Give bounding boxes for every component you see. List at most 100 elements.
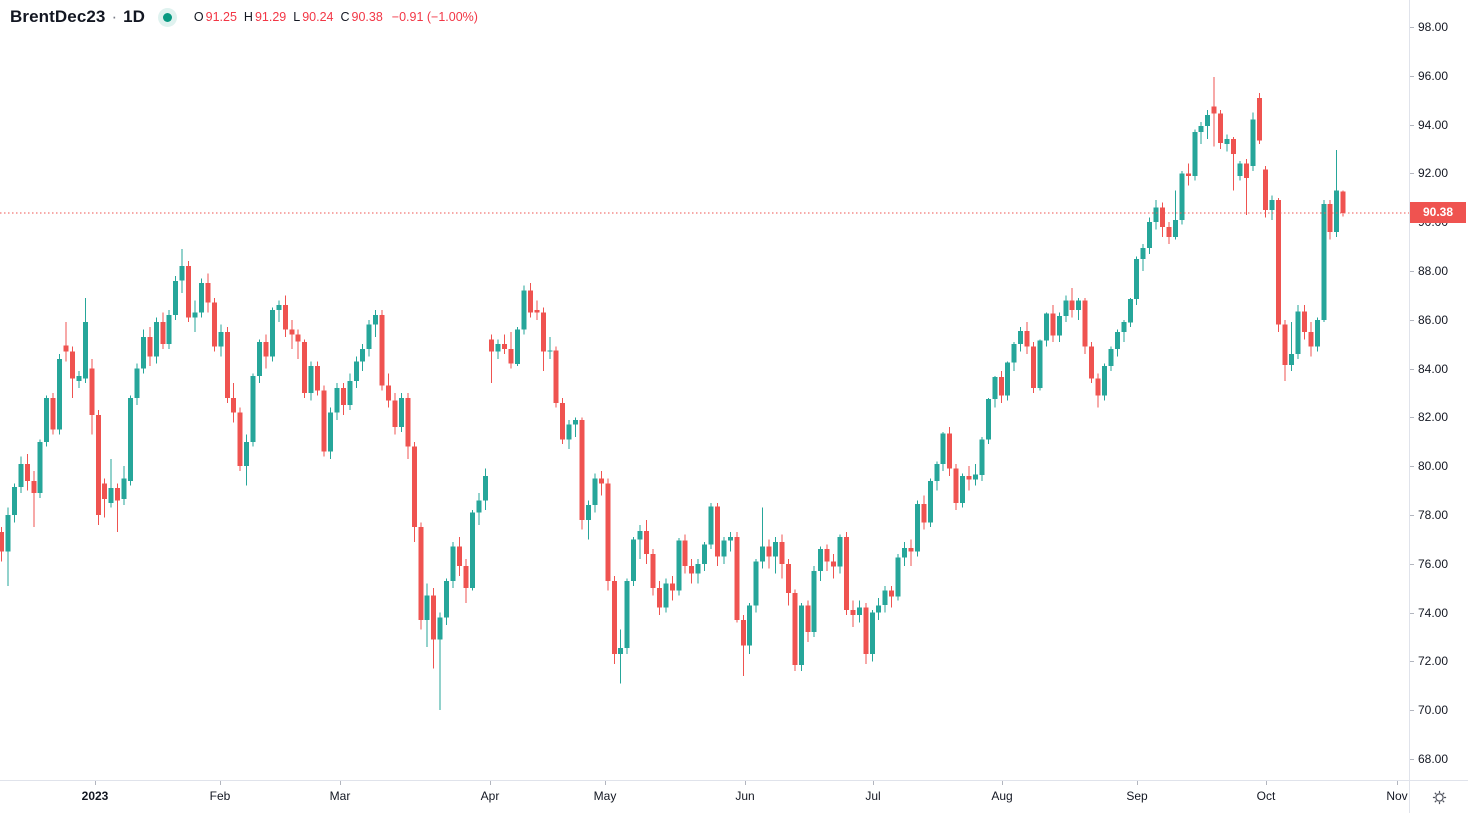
candle-body	[444, 580, 450, 618]
open-value: 91.25	[205, 10, 237, 24]
candle-body	[1031, 346, 1036, 389]
candle-body	[70, 351, 75, 379]
candle-body	[24, 463, 30, 481]
price-axis-label: 86.00	[1418, 312, 1449, 327]
candle-body	[1237, 163, 1243, 176]
price-axis-label: 84.00	[1418, 361, 1449, 376]
candle-body	[1301, 311, 1307, 332]
open-label: O	[193, 10, 204, 24]
candle-body	[386, 385, 391, 401]
candle-body	[18, 463, 24, 487]
chart-plot-area[interactable]	[0, 0, 1409, 780]
price-axis-tick	[1410, 75, 1414, 77]
candle-body	[147, 336, 153, 357]
candle-body	[392, 400, 398, 428]
candle-body	[224, 332, 230, 398]
candle-body	[140, 336, 146, 369]
candle-body	[766, 546, 772, 557]
candle-body	[837, 537, 843, 567]
market-status-icon[interactable]	[162, 12, 172, 22]
symbol-name[interactable]: BrentDec23	[10, 7, 106, 26]
candle-body	[869, 612, 875, 655]
candle-body	[1082, 300, 1088, 347]
price-axis-tick	[1410, 563, 1414, 565]
candle-body	[102, 483, 108, 500]
candle-body	[1121, 322, 1127, 332]
candlestick-chart[interactable]	[0, 0, 1409, 780]
candle-body	[360, 349, 366, 362]
price-axis-label: 88.00	[1418, 264, 1449, 278]
interval-label[interactable]: 1D	[123, 7, 145, 26]
price-axis[interactable]: 90.38 98.0096.0094.0092.0090.0088.0086.0…	[1409, 0, 1468, 780]
candle-body	[818, 549, 824, 572]
candle-body	[82, 322, 88, 379]
candle-body	[289, 329, 295, 335]
candle-body	[76, 375, 82, 381]
candle-body	[805, 605, 811, 633]
candle-body	[321, 390, 327, 452]
candle-body	[586, 505, 591, 520]
candle-body	[489, 339, 495, 352]
candle-body	[173, 280, 179, 315]
candle-body	[908, 547, 914, 552]
candle-body	[960, 476, 966, 503]
candle-body	[844, 537, 849, 611]
time-axis-tick	[1397, 781, 1398, 785]
candle-body	[424, 595, 430, 620]
candle-body	[579, 419, 585, 520]
time-axis-tick	[745, 781, 746, 785]
candle-body	[1108, 349, 1114, 367]
price-axis-label: 80.00	[1418, 459, 1449, 474]
candle-body	[302, 341, 308, 393]
candle-body	[1340, 191, 1346, 213]
candle-body	[1153, 207, 1159, 223]
candle-body	[250, 375, 256, 442]
time-axis-label: Nov	[1386, 789, 1408, 803]
candle-body	[611, 580, 617, 655]
last-price-badge: 90.38	[1410, 202, 1466, 224]
candle-body	[160, 322, 166, 345]
candle-body	[1179, 173, 1185, 220]
candle-body	[469, 512, 475, 589]
time-axis-label: Aug	[991, 789, 1013, 803]
gear-icon[interactable]	[1432, 790, 1447, 805]
price-axis-tick	[1410, 368, 1414, 370]
candle-body	[353, 361, 359, 381]
candle-body	[1308, 332, 1314, 347]
high-label: H	[243, 10, 253, 24]
time-axis-tick	[95, 781, 96, 785]
candle-body	[411, 446, 417, 528]
candle-body	[128, 397, 133, 481]
price-axis-tick	[1410, 759, 1414, 760]
candle-body	[721, 540, 727, 557]
candle-body	[1289, 354, 1294, 365]
candle-body	[31, 480, 37, 493]
candle-body	[753, 561, 759, 606]
candle-body	[450, 546, 456, 581]
candle-body	[566, 424, 572, 440]
candle-body	[295, 334, 301, 342]
candle-body	[1024, 330, 1030, 347]
candle-body	[347, 380, 353, 406]
candle-body	[547, 350, 553, 352]
candle-body	[998, 377, 1004, 396]
candle-body	[476, 500, 482, 513]
candle-body	[282, 305, 288, 330]
candle-body	[927, 480, 933, 523]
candle-body	[882, 590, 888, 606]
candle-body	[1295, 311, 1301, 354]
candle-body	[327, 412, 333, 452]
candle-body	[1037, 340, 1043, 389]
time-axis-label: Apr	[480, 789, 500, 803]
time-axis-tick	[873, 781, 874, 785]
time-axis[interactable]: 2023 Feb Mar Apr May Jun Jul Aug Sep Oct Nov	[0, 780, 1409, 813]
price-axis-label: 72.00	[1418, 654, 1449, 669]
candle-body	[63, 345, 69, 352]
candle-body	[1211, 106, 1217, 114]
candle-body	[1256, 97, 1262, 141]
candle-body	[689, 566, 695, 574]
time-axis-label: Oct	[1256, 789, 1276, 803]
candle-body	[1218, 113, 1223, 143]
candle-body	[1095, 378, 1101, 396]
candle-body	[553, 350, 559, 403]
